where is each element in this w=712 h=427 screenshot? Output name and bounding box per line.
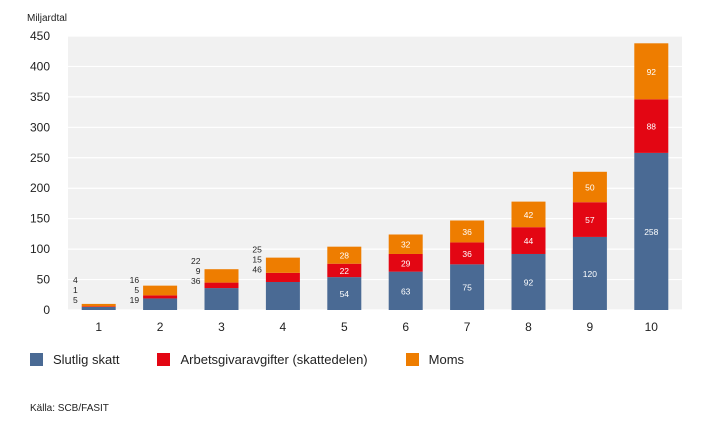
- y-tick-label: 250: [30, 151, 50, 165]
- x-tick-label: 9: [587, 320, 594, 334]
- y-tick-label: 400: [30, 59, 50, 73]
- bar-segment-1: [81, 306, 116, 310]
- y-tick-label: 350: [30, 90, 50, 104]
- data-label: 4: [73, 275, 78, 285]
- bar-segment-1: [572, 236, 607, 310]
- bar-segment-2: [265, 272, 300, 282]
- data-label: 19: [130, 295, 140, 305]
- bar-segment-2: [204, 282, 239, 289]
- data-label: 1: [73, 285, 78, 295]
- bar-segment-3: [511, 201, 546, 228]
- bar-segment-1: [450, 264, 485, 310]
- data-label: 57: [585, 215, 595, 225]
- data-label: 92: [524, 277, 534, 287]
- legend-swatch-arbetsgivaravgifter: [157, 353, 171, 366]
- bar-segment-3: [450, 220, 485, 243]
- x-tick-label: 7: [464, 320, 471, 334]
- bar-segment-2: [327, 263, 362, 278]
- bar-segment-2: [388, 253, 423, 272]
- x-tick-label: 1: [95, 320, 102, 334]
- data-label: 63: [401, 286, 411, 296]
- data-label: 120: [583, 269, 597, 279]
- bar-segment-3: [265, 257, 300, 273]
- bar-segment-1: [143, 298, 178, 310]
- data-label: 16: [130, 275, 140, 285]
- data-label: 46: [252, 265, 262, 275]
- x-tick-label: 6: [402, 320, 409, 334]
- source-note: Källa: SCB/FASIT: [30, 403, 109, 414]
- y-tick-label: 50: [37, 273, 51, 287]
- bar-segment-2: [634, 99, 669, 153]
- data-label: 28: [340, 251, 350, 261]
- legend-label-slutlig-skatt: Slutlig skatt: [53, 352, 120, 367]
- data-label: 36: [462, 249, 472, 259]
- legend-swatch-slutlig-skatt: [30, 353, 43, 366]
- data-label: 75: [462, 283, 472, 293]
- legend-item-arbetsgivaravgifter: Arbetsgivaravgifter (skattedelen): [157, 352, 368, 367]
- y-tick-label: 100: [30, 242, 50, 256]
- x-tick-label: 2: [157, 320, 164, 334]
- y-tick-label: 150: [30, 212, 50, 226]
- legend-item-moms: Moms: [405, 352, 465, 367]
- bar-segment-3: [572, 171, 607, 203]
- stacked-bar-chart: Miljardtal 05010015020025030035040045051…: [27, 13, 682, 334]
- bar-segment-3: [204, 269, 239, 283]
- bar-segment-3: [388, 234, 423, 254]
- bar-segment-1: [204, 288, 239, 310]
- bar-segment-2: [81, 306, 116, 307]
- data-label: 36: [191, 276, 201, 286]
- y-axis-label: Miljardtal: [27, 13, 67, 24]
- bar-segment-3: [143, 285, 178, 296]
- bar-segment-3: [634, 43, 669, 100]
- legend-label-moms: Moms: [428, 352, 465, 367]
- legend: Slutlig skatt Arbetsgivaravgifter (skatt…: [30, 352, 464, 367]
- data-label: 88: [647, 122, 657, 132]
- bar-segment-2: [143, 295, 178, 299]
- data-label: 44: [524, 236, 534, 246]
- data-label: 32: [401, 240, 411, 250]
- data-label: 42: [524, 210, 534, 220]
- data-label: 50: [585, 183, 595, 193]
- data-label: 22: [191, 256, 201, 266]
- x-tick-label: 8: [525, 320, 532, 334]
- bar-segment-2: [511, 227, 546, 254]
- y-tick-label: 300: [30, 120, 50, 134]
- legend-label-arbetsgivaravgifter: Arbetsgivaravgifter (skattedelen): [180, 352, 368, 367]
- bar-segment-3: [327, 246, 362, 264]
- data-label: 258: [644, 227, 658, 237]
- data-label: 9: [196, 266, 201, 276]
- data-label: 54: [340, 289, 350, 299]
- y-tick-label: 0: [43, 303, 50, 317]
- bar-segment-1: [511, 253, 546, 310]
- data-label: 29: [401, 258, 411, 268]
- data-label: 36: [462, 227, 472, 237]
- data-label: 22: [340, 266, 350, 276]
- legend-item-slutlig-skatt: Slutlig skatt: [30, 352, 119, 367]
- bar-segment-2: [450, 242, 485, 265]
- x-tick-label: 3: [218, 320, 225, 334]
- data-label: 92: [647, 67, 657, 77]
- y-tick-label: 450: [30, 29, 50, 43]
- bar-segment-3: [81, 303, 116, 307]
- data-label: 5: [134, 285, 139, 295]
- data-label: 15: [252, 255, 262, 265]
- x-tick-label: 10: [645, 320, 659, 334]
- data-label: 25: [252, 245, 262, 255]
- bar-segment-1: [634, 152, 669, 310]
- bar-segment-1: [265, 281, 300, 310]
- bar-segment-1: [388, 271, 423, 310]
- x-tick-label: 4: [280, 320, 287, 334]
- data-label: 5: [73, 295, 78, 305]
- y-tick-label: 200: [30, 181, 50, 195]
- x-tick-label: 5: [341, 320, 348, 334]
- bar-segment-1: [327, 277, 362, 310]
- bar-segment-2: [572, 202, 607, 237]
- legend-swatch-moms: [405, 353, 419, 366]
